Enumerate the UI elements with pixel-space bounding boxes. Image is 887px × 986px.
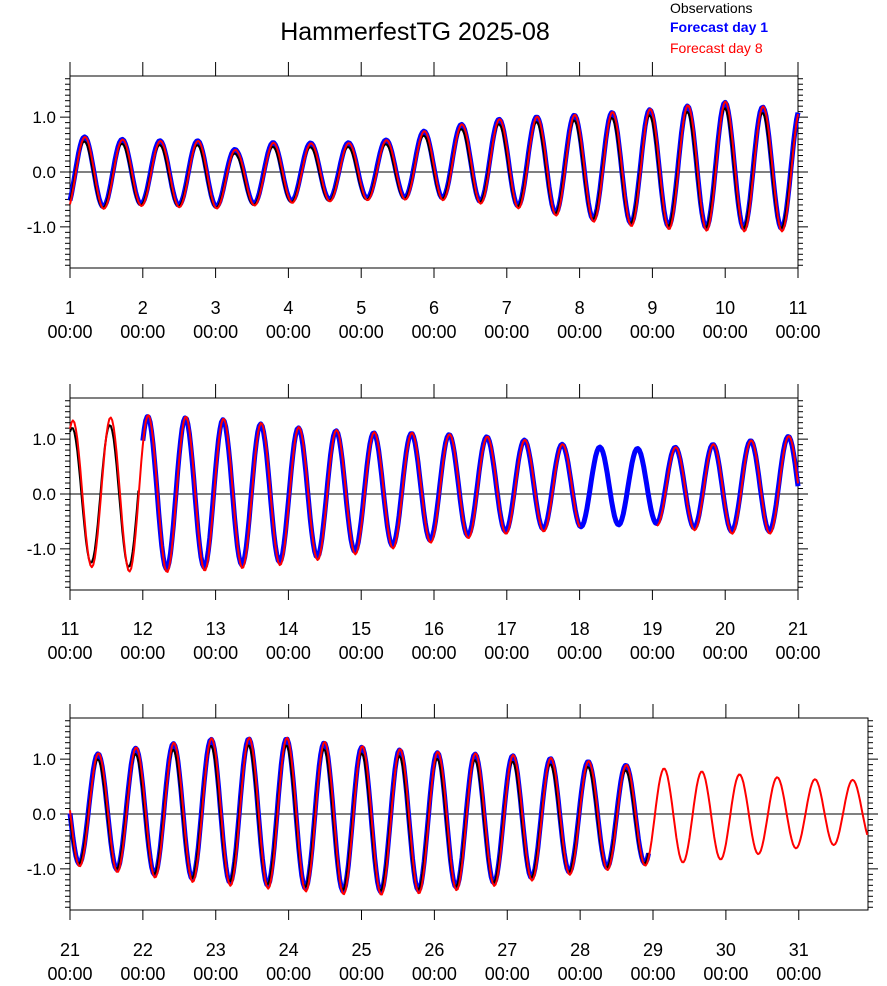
x-tick-label-time: 00:00 [266,322,311,342]
x-tick-label-time: 00:00 [558,964,603,984]
x-tick-label-time: 00:00 [411,322,456,342]
x-tick-label-time: 00:00 [339,964,384,984]
x-tick-label-day: 19 [642,619,662,639]
x-tick-label-time: 00:00 [703,322,748,342]
x-tick-label-day: 17 [497,619,517,639]
x-tick-label-day: 22 [133,940,153,960]
x-tick-label-day: 29 [643,940,663,960]
x-tick-label-day: 26 [424,940,444,960]
x-tick-label-time: 00:00 [339,643,384,663]
y-tick-label: 1.0 [32,108,56,127]
x-tick-label-time: 00:00 [557,643,602,663]
x-tick-label-time: 00:00 [703,964,748,984]
x-tick-label-day: 13 [206,619,226,639]
y-tick-label: 0.0 [32,485,56,504]
x-tick-label-day: 16 [424,619,444,639]
x-tick-label-day: 18 [570,619,590,639]
series-forecast-day-8 [69,100,799,233]
x-tick-label-day: 24 [279,940,299,960]
series-forecast-day-8 [69,414,799,573]
y-tick-label: 1.0 [32,430,56,449]
series-forecast-day-1 [140,414,801,572]
x-tick-label-time: 00:00 [630,643,675,663]
x-tick-label-day: 25 [351,940,371,960]
x-tick-label-day: 11 [61,619,80,639]
x-tick-label-day: 8 [575,298,585,318]
x-tick-label-day: 6 [429,298,439,318]
x-tick-label-time: 00:00 [120,643,165,663]
x-tick-label-day: 12 [133,619,153,639]
legend-forecast-day-1: Forecast day 1 [670,19,769,35]
x-tick-label-day: 30 [716,940,736,960]
x-tick-label-day: 20 [715,619,735,639]
x-tick-label-time: 00:00 [266,643,311,663]
x-tick-label-time: 00:00 [776,964,821,984]
x-tick-label-time: 00:00 [630,322,675,342]
x-tick-label-time: 00:00 [484,643,529,663]
x-tick-label-day: 21 [60,940,80,960]
x-tick-label-day: 3 [211,298,221,318]
y-tick-label: 1.0 [32,750,56,769]
legend-observations: Observations [670,0,753,16]
x-tick-label-time: 00:00 [47,643,92,663]
x-tick-label-time: 00:00 [557,322,602,342]
x-tick-label-time: 00:00 [411,643,456,663]
x-tick-label-day: 11 [789,298,808,318]
x-tick-label-time: 00:00 [775,643,820,663]
x-tick-label-day: 28 [570,940,590,960]
x-tick-label-time: 00:00 [703,643,748,663]
x-tick-label-time: 00:00 [339,322,384,342]
x-tick-label-day: 9 [647,298,657,318]
legend-forecast-day-8: Forecast day 8 [670,40,763,56]
x-tick-label-time: 00:00 [120,964,165,984]
x-tick-label-day: 1 [65,298,75,318]
y-tick-label: 0.0 [32,163,56,182]
x-tick-label-time: 00:00 [630,964,675,984]
y-tick-label: -1.0 [27,218,56,237]
x-tick-label-day: 7 [502,298,512,318]
x-tick-label-day: 14 [278,619,298,639]
x-tick-label-day: 5 [356,298,366,318]
x-tick-label-day: 31 [789,940,809,960]
x-tick-label-time: 00:00 [193,322,238,342]
x-tick-label-day: 21 [788,619,808,639]
x-tick-label-time: 00:00 [775,322,820,342]
x-tick-label-day: 10 [715,298,735,318]
x-tick-label-day: 23 [206,940,226,960]
x-tick-label-time: 00:00 [412,964,457,984]
x-tick-label-day: 2 [138,298,148,318]
y-tick-label: -1.0 [27,540,56,559]
x-tick-label-time: 00:00 [485,964,530,984]
x-tick-label-time: 00:00 [193,643,238,663]
x-tick-label-time: 00:00 [47,964,92,984]
y-tick-label: 0.0 [32,805,56,824]
x-tick-label-time: 00:00 [266,964,311,984]
x-tick-label-time: 00:00 [47,322,92,342]
x-tick-label-day: 27 [497,940,517,960]
x-tick-label-time: 00:00 [484,322,529,342]
x-tick-label-day: 4 [283,298,293,318]
x-tick-label-time: 00:00 [120,322,165,342]
series-forecast-day-8 [69,736,869,896]
x-tick-label-time: 00:00 [193,964,238,984]
chart-title: HammerfestTG 2025-08 [280,18,550,46]
x-tick-label-day: 15 [351,619,371,639]
y-tick-label: -1.0 [27,860,56,879]
